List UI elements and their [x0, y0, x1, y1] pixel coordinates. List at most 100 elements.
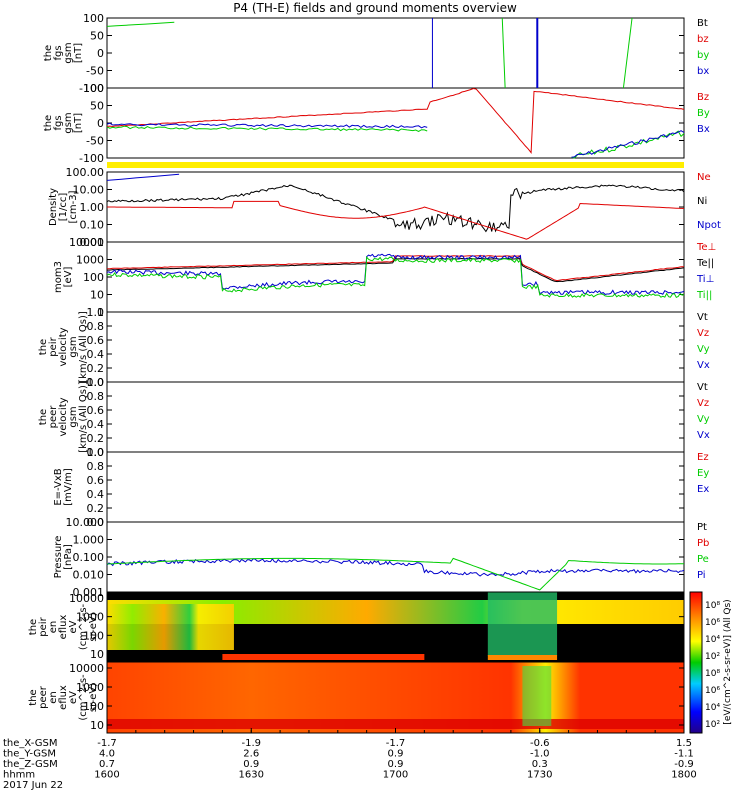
y-tick-label: 0.8 [87, 460, 105, 473]
colorbar-tick-label: 10⁶ [705, 618, 720, 628]
x-row-label: the_Y-GSM [3, 749, 56, 760]
colorbar-tick-label: 10⁸ [705, 669, 720, 679]
y-axis-label-line: [nT] [73, 43, 84, 63]
x-tick-label: -1.7 [97, 738, 117, 749]
colorbar-tick-label: 10⁴ [705, 635, 720, 645]
y-axis-label-line: mom3 [53, 261, 64, 293]
y-axis-label-line: the [28, 689, 39, 705]
series-pe [106, 557, 685, 591]
y-tick-label: 10 [90, 289, 104, 302]
y-axis-label-line: the [28, 619, 39, 635]
x-tick-label: 4.0 [99, 749, 115, 760]
y-tick-label: 0.4 [87, 488, 105, 501]
spectrogram-crossing [522, 666, 552, 726]
x-tick-label: -1.1 [674, 749, 694, 760]
panel-frame-peir-velocity [106, 311, 685, 383]
y-tick-label: -50 [86, 65, 104, 78]
x-tick-label: 1630 [239, 770, 264, 781]
y-tick-label: 50 [90, 100, 104, 113]
y-tick-label: 100 [83, 629, 104, 642]
spectrogram-low-band [487, 655, 558, 660]
panel-frame-fgs [106, 17, 685, 89]
legend-entry: Ex [697, 484, 709, 495]
y-tick-label: 1.0 [87, 376, 105, 389]
legend-entry: Ti⊥ [696, 274, 714, 285]
y-axis-label-line: eV [68, 691, 79, 704]
y-axis-label-line: en [48, 691, 59, 704]
y-axis-label-line: [1/cc] [58, 193, 69, 222]
legend-entry: Vy [697, 414, 710, 425]
legend-entry: Vx [697, 360, 710, 371]
y-axis-label-line: gsm [68, 336, 79, 357]
y-axis-label-line: the [43, 115, 54, 131]
y-axis-label-peir-spectrogram: the peir en eflux eV (cm^2-s-sr-eV) [28, 603, 99, 650]
x-row-label: 2017 Jun 22 [3, 780, 63, 791]
legend-entry: Bz [697, 92, 709, 103]
y-tick-label: 0.10 [80, 219, 105, 232]
y-axis-label-line: eV [68, 620, 79, 633]
series-ni [106, 184, 685, 233]
y-axis-label-line: [nT] [73, 113, 84, 133]
y-axis-label-temperature: mom3 [eV] [53, 261, 74, 293]
x-tick-label: -1.0 [530, 749, 550, 760]
panel-frame-pressure [106, 521, 685, 593]
y-tick-label: 0.010 [73, 569, 105, 582]
legend-entry: Vx [697, 430, 710, 441]
y-tick-label: 0.8 [87, 390, 105, 403]
y-tick-label: 0.01 [80, 236, 105, 249]
x-tick-label: 1730 [527, 770, 552, 781]
panel-frame-peer-velocity [106, 381, 685, 453]
y-axis-label-line: [nPa] [63, 544, 74, 570]
y-tick-label: 100 [83, 700, 104, 713]
legend-entry: bz [697, 34, 709, 45]
series-bx-spike [536, 18, 539, 88]
legend-entry: Pb [697, 538, 709, 549]
y-axis-label-line: peir [38, 616, 49, 636]
y-axis-label-line: sr-eV) [88, 683, 99, 712]
y-axis-label-efield: E=-VxB [mV/m] [53, 468, 74, 506]
y-axis-label-line: sr-eV) [88, 612, 99, 641]
y-tick-label: 50 [90, 30, 104, 43]
x-tick-label: 0.7 [99, 759, 115, 770]
y-axis-label-peir-velocity: the peir velocity gsm [km/s (All Qs)] [38, 311, 89, 383]
y-axis-label-line: fgs [53, 45, 64, 60]
y-axis-label-line: peir [48, 336, 59, 356]
legend-entry: Vt [697, 382, 708, 393]
y-tick-label: -100 [79, 82, 104, 95]
legend-entry: Vz [697, 328, 709, 339]
y-axis-label-line: Pressure [53, 536, 64, 579]
y-axis-label-line: Density [48, 188, 59, 226]
y-tick-label: 0.6 [87, 334, 105, 347]
y-tick-label: 10.00 [73, 184, 105, 197]
spectrogram-low-band [222, 654, 425, 660]
y-tick-label: -100 [79, 152, 104, 165]
legend-entry: By [697, 108, 710, 119]
y-axis-label-line: [km/s (All Qs)] [78, 311, 89, 383]
y-tick-label: 10000 [69, 592, 104, 605]
y-tick-label: 10.000 [66, 516, 105, 529]
series-te-par [107, 257, 685, 283]
x-tick-label: -1.7 [386, 738, 406, 749]
series-bx-late [571, 130, 685, 158]
legend-entry: bx [697, 66, 709, 77]
y-axis-label-line: fgs [53, 115, 64, 130]
x-tick-label: 0.9 [243, 759, 259, 770]
colorbar-label-text: [eV/(cm^2-s-sr-eV)] (All Qs) [723, 599, 733, 724]
y-axis-label-line: peer [48, 405, 59, 429]
legend-entry: Ni [697, 196, 707, 207]
y-axis-label-line: (cm^2-s- [78, 674, 89, 721]
y-tick-label: 0.4 [87, 348, 105, 361]
y-axis-label-line: the [43, 45, 54, 61]
y-tick-label: 0.2 [87, 362, 105, 375]
spectrogram-early-band [107, 604, 234, 650]
series-by [106, 21, 175, 27]
x-tick-label: 1700 [383, 770, 408, 781]
y-tick-label: 0.6 [87, 404, 105, 417]
legend-entry: Ti|| [696, 290, 712, 301]
y-axis-label-density: Density [1/cc] [cm-3] [48, 188, 79, 226]
y-tick-label: 100.00 [66, 166, 105, 179]
colorbar [689, 591, 703, 734]
y-axis-label-line: E=-VxB [53, 468, 64, 505]
y-tick-label: 1.00 [80, 201, 105, 214]
series-ti-perp [106, 253, 685, 296]
